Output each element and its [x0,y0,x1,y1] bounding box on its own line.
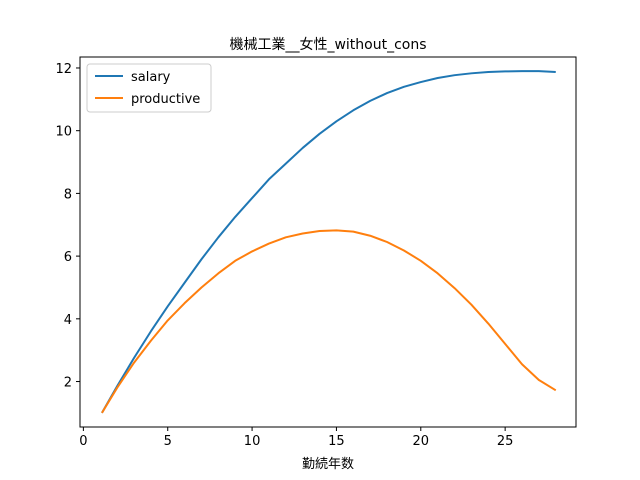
y-tick-label: 4 [64,313,72,328]
y-tick-label: 8 [64,187,72,202]
legend: salary productive [86,63,212,113]
y-tick-label: 6 [64,250,72,265]
x-tick-label: 10 [244,434,261,449]
chart-title: 機械工業__女性_without_cons [229,36,426,53]
x-tick-label: 15 [328,434,345,449]
y-tick-label: 2 [64,376,72,391]
y-tick-label: 12 [55,62,72,77]
y-tick-label: 10 [55,125,72,140]
plot-area [79,56,577,428]
x-tick-label: 0 [79,434,87,449]
y-axis-ticks: 2 4 6 8 10 12 [55,62,80,391]
legend-label-salary: salary [131,70,171,85]
series-line-salary [101,70,556,414]
x-tick-label: 25 [497,434,514,449]
series-layer [101,70,557,414]
x-axis-ticks: 0 5 10 15 20 25 [79,427,513,449]
x-tick-label: 5 [164,434,172,449]
x-axis-label: 勤続年数 [302,457,354,472]
series-line-productive [101,229,557,414]
x-tick-label: 20 [413,434,430,449]
legend-label-productive: productive [131,92,200,107]
